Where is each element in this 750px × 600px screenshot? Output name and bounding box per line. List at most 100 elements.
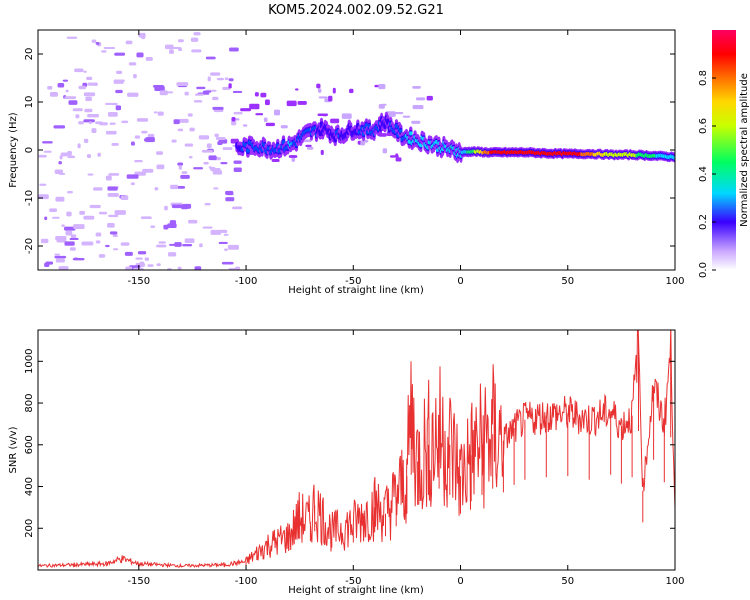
heatmap-noise-cell bbox=[66, 36, 78, 39]
heatmap-y-tick-label: 10 bbox=[24, 96, 35, 109]
snr-y-tick-label: 600 bbox=[24, 435, 35, 454]
heatmap-y-tick-label: 20 bbox=[24, 48, 35, 61]
heatmap-blob bbox=[330, 118, 340, 124]
colorbar-tick-label: 0.6 bbox=[698, 118, 709, 134]
heatmap-noise-cell bbox=[153, 111, 158, 114]
snr-x-tick-label: -100 bbox=[235, 576, 258, 587]
ridge-cell-core bbox=[319, 122, 324, 127]
heatmap-noise-cell bbox=[107, 192, 119, 197]
heatmap-x-axis-label: Height of straight line (km) bbox=[288, 285, 424, 296]
heatmap-noise-cell bbox=[178, 165, 182, 170]
heatmap-noise-cell bbox=[134, 159, 143, 163]
heatmap-noise-cell bbox=[54, 169, 63, 174]
heatmap-noise-cell bbox=[116, 70, 123, 74]
heatmap-noise-cell bbox=[108, 173, 120, 176]
snr-x-ticks: -150 -100 -50 0 50 100 bbox=[127, 330, 685, 587]
heatmap-noise-cell bbox=[78, 85, 87, 90]
heatmap-noise-cell bbox=[156, 151, 164, 155]
heatmap-blob bbox=[288, 155, 298, 158]
heatmap-noise-cell bbox=[178, 118, 189, 123]
heatmap-noise-cell bbox=[111, 102, 118, 106]
heatmap-blob bbox=[341, 113, 352, 119]
heatmap-noise-cell bbox=[214, 133, 219, 138]
heatmap-noise-cell bbox=[108, 214, 119, 218]
snr-x-tick-label: 0 bbox=[457, 576, 463, 587]
heatmap-noise-cell bbox=[177, 162, 184, 166]
heatmap-noise-cell bbox=[62, 79, 69, 82]
heatmap-noise-cell bbox=[42, 141, 53, 144]
heatmap-blob bbox=[317, 113, 329, 117]
heatmap-noise-cell bbox=[107, 222, 115, 228]
heatmap-noise-cell bbox=[203, 161, 209, 165]
heatmap-noise-cell bbox=[135, 257, 143, 260]
heatmap-noise-cell bbox=[233, 160, 242, 164]
heatmap-noise-cell bbox=[212, 106, 224, 110]
heatmap-noise-cell bbox=[156, 263, 161, 267]
heatmap-noise-cell bbox=[113, 79, 125, 83]
heatmap-blob bbox=[260, 92, 267, 98]
colorbar: 0.0 0.2 0.4 0.6 0.8 Normalized spectral ampl… bbox=[698, 30, 750, 278]
heatmap-noise-cell bbox=[138, 32, 146, 38]
heatmap-noise-cell bbox=[77, 143, 81, 149]
heatmap-noise-cell bbox=[212, 170, 223, 175]
heatmap-blob bbox=[240, 108, 252, 112]
heatmap-noise-cell bbox=[89, 204, 101, 209]
heatmap-noise-cell bbox=[210, 72, 221, 76]
snr-x-tick-label: 100 bbox=[665, 576, 684, 587]
heatmap-noise-cell bbox=[137, 251, 147, 255]
heatmap-noise-cell bbox=[69, 247, 76, 251]
heatmap-noise-cell bbox=[130, 182, 135, 186]
heatmap-blob bbox=[349, 88, 354, 94]
snr-x-tick-label: 50 bbox=[561, 576, 574, 587]
heatmap-noise-cell bbox=[59, 155, 63, 160]
heatmap-noise-cell bbox=[107, 112, 118, 117]
heatmap-noise-cell bbox=[68, 100, 78, 105]
heatmap-noise-cell bbox=[58, 266, 69, 270]
heatmap-noise-cell bbox=[39, 183, 47, 186]
heatmap-x-ticks: -150 -100 -50 0 50 100 bbox=[127, 30, 685, 287]
heatmap-blob bbox=[255, 113, 264, 116]
heatmap-blob bbox=[271, 159, 280, 162]
snr-y-tick-label: 200 bbox=[24, 519, 35, 538]
heatmap-blob bbox=[318, 96, 328, 99]
heatmap-blob bbox=[382, 148, 388, 154]
snr-frame bbox=[37, 329, 676, 571]
heatmap-noise-cell bbox=[70, 234, 77, 238]
heatmap-noise-cell bbox=[79, 210, 86, 215]
heatmap-marks bbox=[38, 32, 675, 270]
heatmap-noise-cell bbox=[111, 142, 119, 146]
heatmap-blob bbox=[295, 88, 299, 91]
snr-x-tick-label: -50 bbox=[345, 576, 361, 587]
heatmap-noise-cell bbox=[227, 244, 239, 250]
heatmap-blob bbox=[242, 124, 248, 127]
heatmap-noise-cell bbox=[167, 223, 177, 229]
heatmap-blob bbox=[231, 117, 236, 122]
colorbar-tick-label: 0.8 bbox=[698, 70, 709, 86]
heatmap-blob bbox=[320, 149, 324, 156]
heatmap-noise-cell bbox=[207, 76, 211, 82]
snr-y-ticks: 200 400 600 800 1000 bbox=[24, 349, 675, 538]
heatmap-blob bbox=[395, 157, 402, 162]
heatmap-noise-cell bbox=[176, 82, 189, 87]
heatmap-noise-cell bbox=[144, 257, 150, 261]
heatmap-noise-cell bbox=[83, 92, 96, 97]
ridge-cell-core bbox=[394, 124, 399, 129]
heatmap-blob bbox=[332, 87, 336, 94]
heatmap-noise-cell bbox=[128, 62, 137, 66]
colorbar-ticks: 0.0 0.2 0.4 0.6 0.8 bbox=[698, 70, 716, 278]
heatmap-x-tick-label: -50 bbox=[345, 276, 361, 287]
snr-y-tick-label: 400 bbox=[24, 477, 35, 496]
heatmap-noise-cell bbox=[157, 111, 164, 116]
ridge-cell-core bbox=[407, 139, 412, 144]
heatmap-noise-cell bbox=[126, 174, 139, 179]
heatmap-noise-cell bbox=[224, 248, 228, 251]
heatmap-noise-cell bbox=[91, 128, 97, 133]
heatmap-noise-cell bbox=[98, 211, 108, 215]
heatmap-noise-cell bbox=[95, 240, 101, 244]
heatmap-noise-cell bbox=[221, 261, 234, 265]
heatmap-noise-cell bbox=[194, 266, 202, 270]
heatmap-noise-cell bbox=[136, 52, 144, 58]
heatmap-noise-cell bbox=[158, 241, 166, 244]
heatmap-noise-cell bbox=[64, 241, 75, 246]
